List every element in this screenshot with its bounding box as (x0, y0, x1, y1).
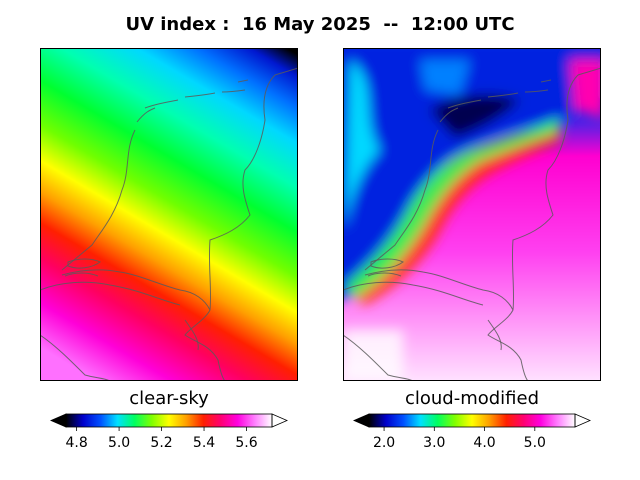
wadden-island-2 (447, 99, 482, 109)
colorbar-tick-label: 4.8 (65, 435, 87, 451)
colorbar-tick-label: 5.0 (108, 435, 130, 451)
uv-field-clear-sky (40, 48, 298, 381)
colorbar-extend-max (271, 413, 289, 428)
colorbar-extend-min (352, 413, 370, 428)
panel-subtitle: clear-sky (129, 388, 209, 409)
map-panel-1 (40, 48, 298, 381)
southern-border (343, 334, 414, 381)
limburg-border (184, 319, 199, 351)
colorbar-tick-label: 2.0 (373, 435, 395, 451)
colorbar-tick-label: 5.4 (193, 435, 215, 451)
wadden-island-5 (237, 79, 249, 83)
map-panel-2 (343, 48, 601, 381)
wadden-island-5 (540, 79, 552, 83)
panel-frame (343, 48, 601, 381)
colorbar-tick-label: 5.2 (150, 435, 172, 451)
colorbar-gradient (66, 414, 272, 427)
colorbar-1: 4.8 5.0 5.2 5.4 5.6 (49, 413, 289, 451)
figure-title: UV index : 16 May 2025 -- 12:00 UTC (125, 14, 515, 35)
coastline (61, 67, 298, 381)
wadden-island-3 (184, 92, 216, 98)
belgium-border (343, 281, 484, 306)
colorbar-gradient (369, 414, 575, 427)
colorbar-2: 2.0 3.0 4.0 5.0 (352, 413, 592, 451)
colorbar-tick-label: 3.0 (423, 435, 445, 451)
colorbar-tick-label: 4.0 (473, 435, 495, 451)
panel-frame (40, 48, 298, 381)
delta-estuary (64, 272, 99, 277)
panel-subtitle: cloud-modified (405, 388, 539, 409)
coastline (364, 67, 601, 381)
limburg-border (487, 319, 502, 351)
colorbar-tick-label: 5.0 (524, 435, 546, 451)
belgium-border (40, 281, 181, 306)
southern-border (40, 334, 111, 381)
wadden-island-3 (487, 92, 519, 98)
colorbar-extend-max (574, 413, 592, 428)
delta-island (370, 258, 404, 269)
wadden-island-4 (221, 89, 246, 93)
delta-island (67, 258, 101, 269)
wadden-island-1 (136, 107, 156, 123)
wadden-island-2 (144, 99, 179, 109)
delta-estuary (367, 272, 402, 277)
colorbar-extend-min (49, 413, 67, 428)
wadden-island-4 (524, 89, 549, 93)
wadden-island-1 (439, 107, 459, 123)
colorbar-tick-label: 5.6 (235, 435, 257, 451)
